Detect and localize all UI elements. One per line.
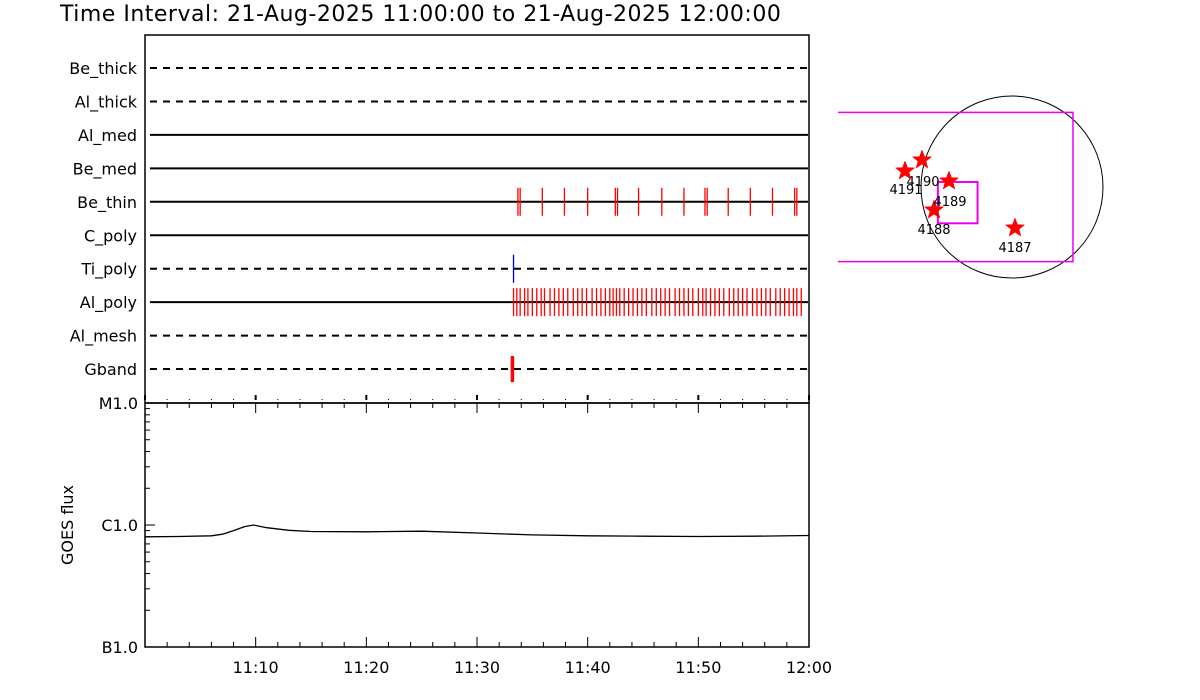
active-region-label: 4187 [998, 241, 1031, 256]
y-tick-label: C1.0 [101, 516, 138, 535]
fov-box [838, 111, 1074, 263]
timeline-row-label: Al_thick [75, 92, 138, 112]
timeline-row-label: Ti_poly [80, 260, 137, 280]
active-region-star [923, 199, 945, 219]
active-region-star [1004, 217, 1026, 237]
y-axis-label: GOES flux [58, 485, 77, 565]
timeline-row-label: C_poly [84, 226, 137, 246]
goes-frame [144, 402, 810, 648]
timeline-panel: Be_thick Al_thick Al_med Be_med Be_thin C_pol… [69, 34, 810, 404]
active-region-star [938, 170, 960, 190]
solar-limb-circle [920, 95, 1104, 279]
active-region-star [911, 149, 933, 169]
chart-title: Time Interval: 21-Aug-2025 11:00:00 to 2… [60, 2, 782, 27]
goes-flux-line [144, 524, 810, 538]
x-tick-label: 11:10 [233, 658, 279, 677]
x-tick-label: 12:00 [786, 658, 832, 677]
y-tick-label: B1.0 [102, 638, 138, 657]
x-tick-label: 11:20 [343, 658, 389, 677]
y-tick-label: M1.0 [99, 394, 138, 413]
active-region-label: 4189 [933, 195, 966, 210]
timeline-row-label: Be_thin [77, 193, 137, 213]
active-region-star [894, 160, 916, 180]
timeline-frame [144, 34, 810, 404]
selection-box [936, 180, 979, 225]
timeline-row-label: Gband [84, 360, 137, 379]
x-tick-label: 11:50 [675, 658, 721, 677]
x-tick-label: 11:30 [454, 658, 500, 677]
active-region-label: 4190 [906, 175, 939, 190]
x-tick-label: 11:40 [565, 658, 611, 677]
goes-panel: 11:10 11:20 11:30 11:40 11:50 12:00 B1.0 C1.0 M1… [58, 394, 832, 677]
timeline-row-label: Be_thick [69, 59, 137, 79]
timeline-row-label: Al_med [78, 126, 137, 146]
timeline-row-label: Al_poly [80, 293, 137, 313]
timeline-row-label: Al_mesh [70, 327, 137, 347]
timeline-row-label: Be_med [73, 159, 137, 179]
active-region-label: 4191 [889, 183, 922, 198]
active-region-label: 4188 [917, 223, 950, 238]
